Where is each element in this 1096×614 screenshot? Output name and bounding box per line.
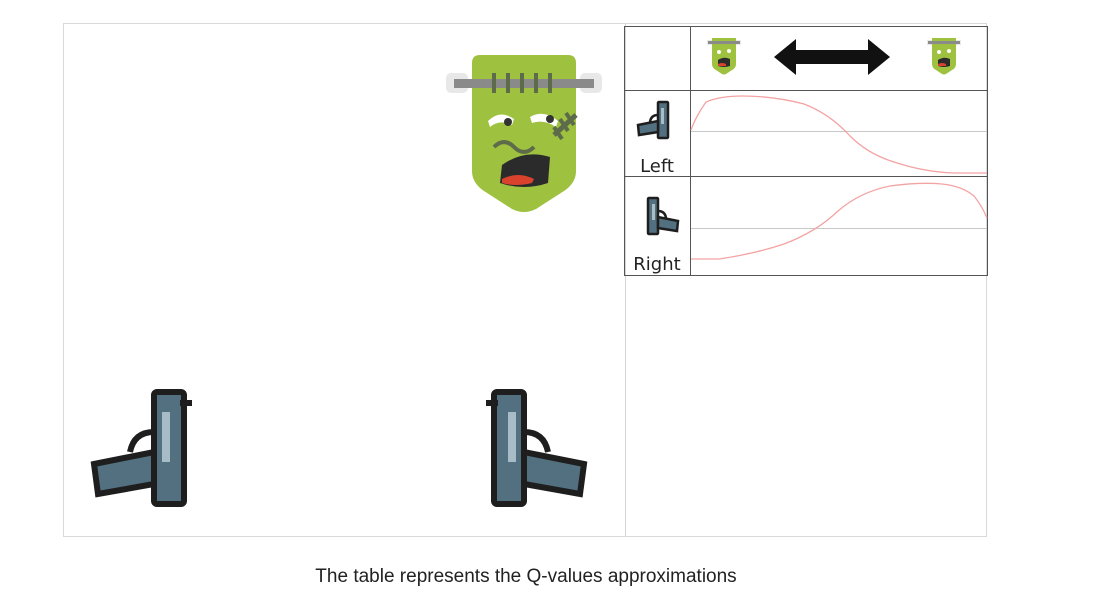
pistol-left-icon — [94, 392, 192, 504]
row-label-left: Left — [640, 156, 674, 177]
double-arrow-icon — [774, 39, 890, 75]
row-label-right: Right — [633, 254, 680, 275]
q-values-table: Left Right — [624, 26, 988, 276]
figure: Left Right — [63, 23, 988, 537]
q-curve-left-plot — [690, 95, 987, 174]
pistol-right-row-icon — [646, 196, 680, 236]
pistol-right-icon — [486, 392, 584, 504]
scene-divider — [625, 24, 626, 536]
monster-right-header-icon — [927, 38, 961, 75]
q-curve-left — [690, 95, 987, 174]
figure-caption: The table represents the Q-values approx… — [315, 566, 737, 587]
q-curve-right — [691, 182, 988, 260]
monster-left-header-icon — [707, 38, 741, 75]
scene — [64, 24, 625, 536]
table-grid — [624, 26, 988, 276]
pistol-left-row-icon — [636, 100, 670, 140]
q-curve-right-plot — [691, 182, 988, 260]
monster-icon — [446, 55, 602, 212]
